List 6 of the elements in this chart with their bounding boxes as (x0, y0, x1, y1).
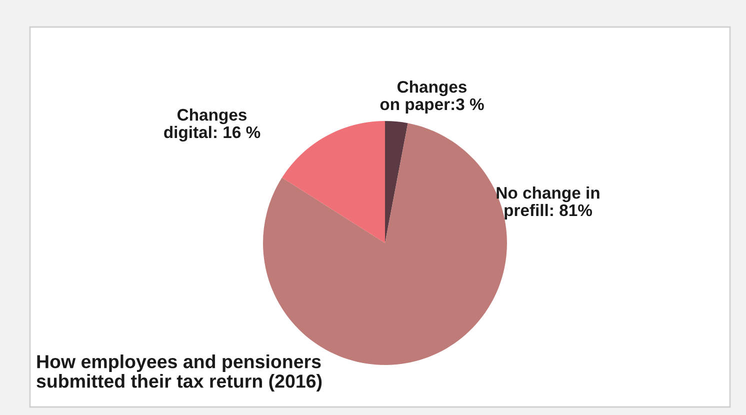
slice-label: No change in prefill: 81% (496, 186, 600, 220)
text: How employees and pensioners submitted their tax return (2016) (36, 354, 322, 392)
slice-label: Changes digital: 16 % (164, 108, 260, 142)
pie-slice (282, 121, 385, 243)
slice-label: Changes on paper:3 % (380, 80, 484, 114)
pie-slice (385, 121, 408, 243)
